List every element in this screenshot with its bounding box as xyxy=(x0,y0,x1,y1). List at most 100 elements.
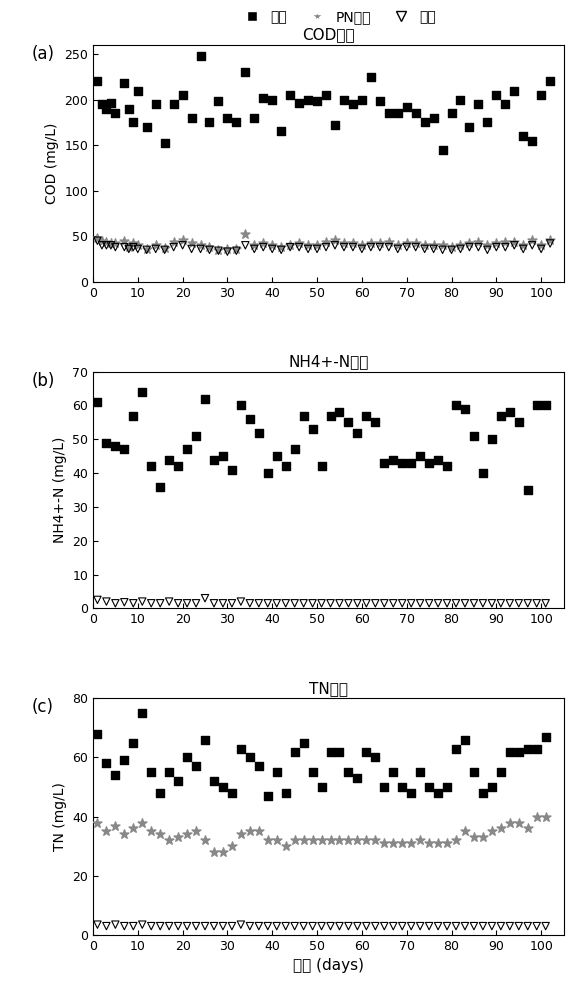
Point xyxy=(174,458,183,474)
Point xyxy=(250,237,259,253)
Point xyxy=(505,595,514,611)
Point xyxy=(268,241,277,257)
Point xyxy=(523,820,532,836)
Point xyxy=(138,815,147,831)
Point xyxy=(241,226,250,242)
Point xyxy=(371,414,380,430)
Point xyxy=(236,741,246,757)
Point xyxy=(407,455,416,471)
Point xyxy=(232,114,241,130)
Point xyxy=(142,119,152,135)
Point xyxy=(460,823,469,839)
Point xyxy=(501,239,510,255)
Point xyxy=(407,595,416,611)
Point xyxy=(106,237,116,253)
Point xyxy=(487,918,497,934)
Point xyxy=(317,779,326,795)
Point xyxy=(232,241,241,257)
Point xyxy=(200,918,210,934)
Point xyxy=(102,755,111,771)
Point xyxy=(187,241,196,257)
Point xyxy=(510,83,519,99)
Point xyxy=(142,242,152,258)
Point xyxy=(209,773,218,789)
Point xyxy=(326,832,335,848)
Point xyxy=(138,384,147,400)
Point xyxy=(317,595,326,611)
Point xyxy=(259,235,268,251)
Point xyxy=(375,235,385,251)
Point xyxy=(138,705,147,721)
Point xyxy=(344,764,353,780)
Point xyxy=(483,242,492,258)
Point xyxy=(133,241,142,257)
Point xyxy=(397,455,407,471)
Point xyxy=(128,114,138,130)
Point xyxy=(102,237,111,253)
Point xyxy=(156,785,165,801)
Point xyxy=(433,595,443,611)
Point xyxy=(178,87,187,103)
Point xyxy=(133,237,142,253)
Point xyxy=(469,428,479,444)
Point xyxy=(277,123,286,139)
Point xyxy=(469,829,479,845)
Point xyxy=(205,242,214,258)
Point xyxy=(393,237,403,253)
Point xyxy=(353,832,362,848)
Point xyxy=(451,397,461,413)
Point xyxy=(245,823,254,839)
Point xyxy=(487,431,497,447)
Point xyxy=(151,237,160,253)
Point xyxy=(164,918,174,934)
Point xyxy=(375,93,385,109)
Point xyxy=(290,595,299,611)
Point xyxy=(433,918,443,934)
Point xyxy=(420,114,429,130)
Point xyxy=(496,820,505,836)
Point xyxy=(236,826,246,842)
Point xyxy=(102,594,111,610)
Point xyxy=(465,119,474,135)
Point xyxy=(205,239,214,255)
Point xyxy=(523,482,532,498)
Point xyxy=(182,595,192,611)
Point xyxy=(263,832,272,848)
Point xyxy=(169,96,178,112)
Point xyxy=(111,818,120,834)
Point xyxy=(474,96,483,112)
Point xyxy=(339,92,349,108)
Point xyxy=(389,918,398,934)
Point xyxy=(402,99,411,115)
Text: (a): (a) xyxy=(32,45,55,63)
Point xyxy=(174,773,183,789)
Point xyxy=(331,232,340,248)
Point xyxy=(429,241,438,257)
Point xyxy=(451,595,461,611)
Point xyxy=(93,815,102,831)
Point xyxy=(290,744,299,760)
Point xyxy=(379,835,389,851)
Point xyxy=(317,832,326,848)
Point xyxy=(541,809,550,825)
Point xyxy=(160,135,169,151)
Point xyxy=(93,592,102,608)
Point xyxy=(182,749,192,765)
Point xyxy=(290,832,299,848)
Point xyxy=(303,92,313,108)
Point xyxy=(335,744,344,760)
Point xyxy=(331,237,340,253)
Point xyxy=(187,110,196,126)
Point xyxy=(218,844,228,860)
Text: (c): (c) xyxy=(32,698,54,716)
Point xyxy=(425,779,434,795)
Point xyxy=(178,237,187,253)
Point xyxy=(102,234,111,250)
Point xyxy=(532,741,541,757)
Point xyxy=(223,110,232,126)
Point xyxy=(375,239,385,255)
Point xyxy=(465,235,474,251)
Point xyxy=(169,239,178,255)
Point xyxy=(397,779,407,795)
Point xyxy=(250,110,259,126)
